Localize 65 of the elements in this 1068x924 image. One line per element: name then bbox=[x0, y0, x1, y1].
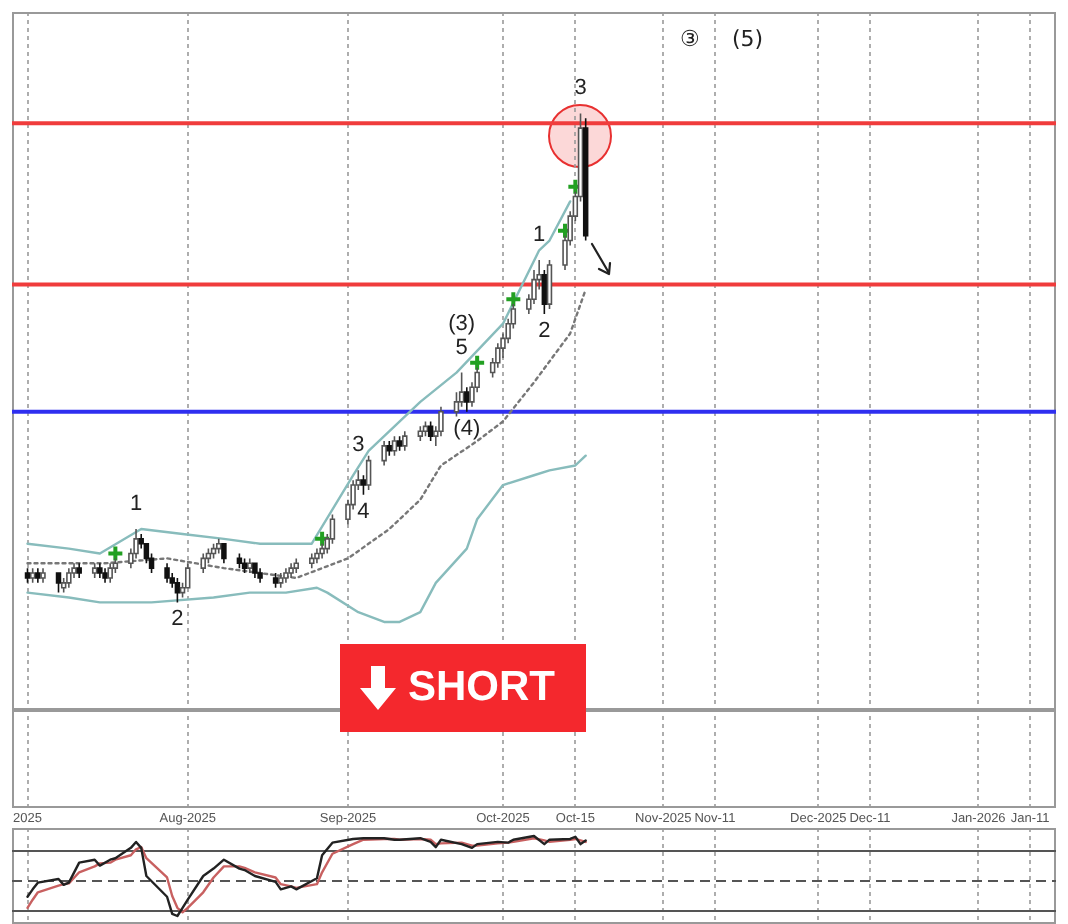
annotation: (4) bbox=[453, 416, 481, 441]
candlestick bbox=[329, 513, 336, 545]
candlestick bbox=[417, 425, 424, 442]
candlestick bbox=[252, 562, 258, 579]
candlestick bbox=[309, 552, 315, 569]
candlestick bbox=[107, 562, 113, 584]
text: (5) bbox=[732, 26, 764, 52]
candlestick bbox=[216, 538, 222, 555]
candlestick bbox=[288, 562, 294, 579]
candlestick bbox=[314, 547, 320, 565]
candlestick bbox=[29, 567, 36, 584]
annotation: 1 bbox=[533, 223, 546, 248]
candlestick bbox=[257, 567, 263, 584]
candlestick bbox=[174, 577, 181, 604]
candlestick bbox=[164, 562, 170, 584]
annotation: 4 bbox=[357, 499, 370, 524]
candlestick bbox=[272, 572, 279, 589]
candlestick bbox=[365, 454, 372, 491]
candlestick bbox=[396, 435, 403, 452]
annotation: 3 bbox=[352, 433, 365, 458]
candlestick bbox=[427, 420, 434, 442]
candlestick bbox=[236, 552, 243, 569]
candlestick bbox=[402, 430, 408, 452]
point bbox=[504, 290, 523, 309]
text: ③ bbox=[680, 26, 700, 52]
candlestick bbox=[210, 542, 217, 560]
annotation: 1 bbox=[129, 492, 143, 517]
point bbox=[313, 529, 332, 548]
candlestick bbox=[205, 547, 212, 565]
candlestick bbox=[66, 567, 72, 589]
point bbox=[106, 544, 125, 563]
candlestick bbox=[133, 528, 139, 560]
candlestick bbox=[278, 572, 284, 589]
candlestick bbox=[24, 567, 31, 584]
annotation: (3) bbox=[448, 311, 476, 336]
annotation: 2 bbox=[171, 607, 184, 632]
annotation: 3 bbox=[574, 76, 587, 101]
candlestick bbox=[319, 542, 325, 560]
candlestick bbox=[464, 386, 470, 413]
candlestick bbox=[422, 420, 429, 437]
candlestick bbox=[391, 435, 398, 457]
point bbox=[468, 353, 487, 372]
candlestick bbox=[55, 572, 62, 594]
candlestick bbox=[546, 259, 553, 310]
candlestick bbox=[200, 552, 206, 574]
candlestick bbox=[97, 562, 103, 579]
candlestick bbox=[283, 567, 289, 584]
candlestick bbox=[102, 567, 108, 584]
annotation: 5 bbox=[455, 335, 468, 360]
candlestick bbox=[247, 557, 253, 574]
candlestick bbox=[541, 269, 548, 315]
candlestick bbox=[143, 542, 150, 565]
candlestick bbox=[293, 557, 299, 574]
candlestick bbox=[40, 567, 46, 584]
candlestick bbox=[76, 562, 82, 579]
candlestick bbox=[91, 562, 98, 579]
candlestick bbox=[35, 567, 41, 584]
candlestick bbox=[360, 474, 367, 496]
signal-badge: SHORT bbox=[340, 644, 586, 732]
candlestick bbox=[381, 440, 387, 467]
candlestick bbox=[386, 440, 393, 457]
annotation: 2 bbox=[538, 318, 551, 343]
candlestick bbox=[221, 542, 227, 565]
candlestick bbox=[582, 117, 589, 242]
candlestick bbox=[241, 557, 248, 574]
